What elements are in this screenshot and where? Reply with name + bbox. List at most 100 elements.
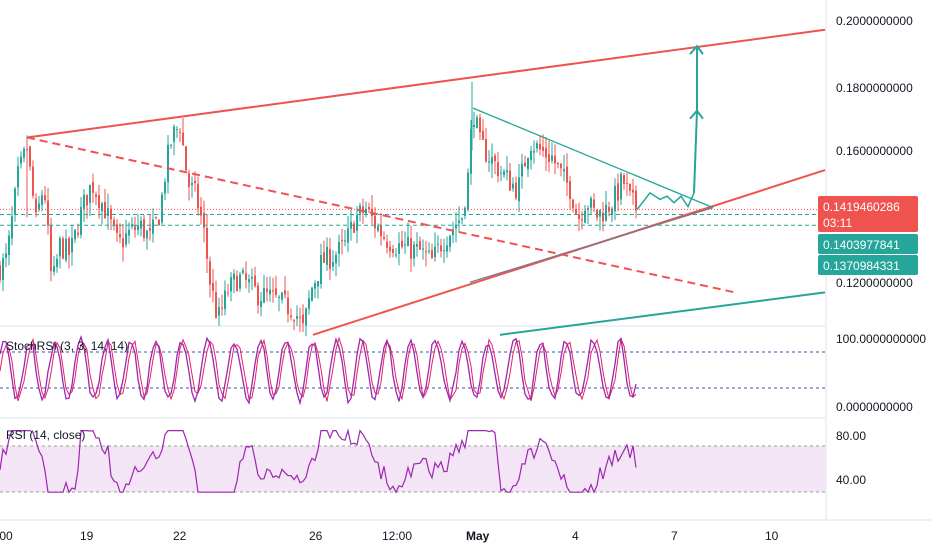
candle-body — [572, 199, 574, 209]
candle-body — [251, 277, 253, 279]
candle-body — [167, 144, 169, 183]
candle-body — [536, 143, 538, 149]
candle-body — [248, 279, 250, 283]
candle-body — [0, 265, 1, 281]
candle-body — [434, 246, 436, 258]
candle-body — [71, 237, 73, 253]
price-tick-label: 0.1600000000 — [836, 144, 913, 158]
candle-body — [545, 147, 547, 158]
rsi-legend[interactable]: RSI (14, close) — [6, 428, 85, 442]
candle-body — [383, 237, 385, 239]
candle-body — [20, 156, 22, 164]
price-tag-1: 0.1403977841 — [818, 234, 918, 254]
candle-body — [290, 315, 292, 318]
candle-body — [101, 203, 103, 212]
candle-body — [284, 290, 286, 295]
candle-body — [155, 216, 157, 218]
candle-body — [530, 151, 532, 160]
candle-body — [302, 314, 304, 324]
candle-body — [218, 307, 220, 316]
candle-body — [401, 240, 403, 247]
candle-body — [110, 208, 112, 220]
candle-body — [515, 182, 517, 199]
candle-body — [179, 131, 181, 133]
projection-arrow — [693, 110, 698, 193]
candle-body — [539, 143, 541, 150]
candle-body — [311, 287, 313, 301]
candle-body — [95, 194, 97, 197]
candle-body — [80, 207, 82, 235]
candle-body — [569, 181, 571, 200]
stochrsi-tick-label: 100.0000000000 — [836, 332, 926, 346]
candle-body — [575, 209, 577, 214]
candle-body — [344, 240, 346, 242]
candle-body — [398, 243, 400, 254]
candle-body — [23, 148, 25, 158]
triangle-top — [472, 107, 714, 209]
candle-body — [443, 250, 445, 252]
candle-body — [602, 212, 604, 222]
candle-body — [512, 183, 514, 189]
candle-body — [266, 288, 268, 292]
candle-body — [176, 129, 178, 131]
candle-body — [395, 254, 397, 256]
candle-body — [335, 254, 337, 264]
candle-body — [41, 195, 43, 205]
candle-body — [467, 172, 469, 210]
candle-body — [11, 216, 13, 239]
candle-body — [263, 288, 265, 303]
candle-body — [431, 250, 433, 259]
candle-body — [269, 289, 271, 295]
candle-body — [461, 218, 463, 220]
candle-body — [32, 166, 34, 196]
time-tick-label: 4 — [572, 529, 579, 543]
drawings — [0, 28, 826, 336]
arrow-head — [689, 44, 704, 55]
candle-body — [329, 248, 331, 269]
candle-body — [149, 228, 151, 231]
price-tag-value: 0.1403977841 — [823, 238, 900, 252]
candle-body — [242, 270, 244, 274]
candle-body — [485, 139, 487, 162]
candle-body — [425, 251, 427, 253]
price-tick-label: 0.1800000000 — [836, 81, 913, 95]
candle-body — [428, 250, 430, 252]
candle-body — [47, 200, 49, 226]
candle-body — [254, 275, 256, 287]
candle-body — [464, 207, 466, 216]
candle-body — [230, 277, 232, 292]
candle-body — [158, 220, 160, 226]
last-price-tag: 0.1419460286 03:11 — [818, 196, 918, 232]
candle-body — [272, 290, 274, 292]
candle-body — [8, 235, 10, 256]
candle-body — [221, 307, 223, 309]
rsi-tick-label: 40.00 — [836, 473, 866, 487]
price-tick-label: 0.2000000000 — [836, 14, 913, 28]
candle-body — [50, 225, 52, 272]
candle-body — [581, 219, 583, 221]
candle-body — [38, 203, 40, 210]
candle-body — [356, 215, 358, 231]
time-tick-label: 10 — [765, 529, 779, 543]
candle-body — [494, 155, 496, 162]
candle-body — [614, 185, 616, 211]
stochrsi-lines — [0, 335, 637, 406]
candle-body — [200, 206, 202, 216]
candle-body — [596, 209, 598, 218]
candle-body — [62, 238, 64, 259]
candle-body — [563, 169, 565, 172]
trendline — [499, 291, 826, 336]
candle-body — [122, 238, 124, 248]
candle-body — [215, 292, 217, 318]
candle-body — [551, 155, 553, 161]
candle-body — [440, 245, 442, 252]
stochrsi-d-line — [0, 336, 637, 402]
candle-body — [119, 233, 121, 238]
candle-body — [239, 274, 241, 289]
candle-body — [152, 219, 154, 234]
candle-body — [29, 146, 31, 167]
stochrsi-legend[interactable]: StochRSI (3, 3, 14, 14) — [6, 339, 128, 353]
candle-body — [305, 308, 307, 326]
candle-body — [281, 292, 283, 300]
